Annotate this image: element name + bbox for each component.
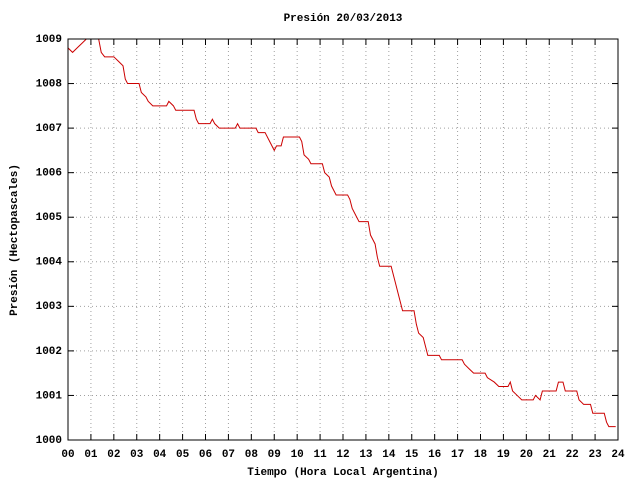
data-line — [68, 39, 616, 428]
x-tick-label: 20 — [520, 449, 533, 461]
x-tick-label: 07 — [222, 449, 235, 461]
y-tick-label: 1001 — [36, 390, 63, 402]
x-tick-label: 09 — [268, 449, 281, 461]
x-axis-label: Tiempo (Hora Local Argentina) — [247, 467, 438, 479]
x-tick-label: 03 — [130, 449, 144, 461]
y-tick-label: 1003 — [36, 301, 63, 313]
x-tick-label: 01 — [84, 449, 98, 461]
x-tick-label: 22 — [566, 449, 579, 461]
x-tick-label: 05 — [176, 449, 190, 461]
x-tick-label: 19 — [497, 449, 510, 461]
plot-border — [67, 38, 619, 441]
x-tick-label: 08 — [245, 449, 259, 461]
y-tick-label: 1000 — [36, 435, 62, 447]
y-tick-label: 1004 — [36, 257, 63, 269]
x-tick-label: 16 — [428, 449, 441, 461]
x-tick-label: 10 — [291, 449, 304, 461]
y-tick-label: 1002 — [36, 346, 62, 358]
x-tick-label: 04 — [153, 449, 167, 461]
x-tick-label: 00 — [61, 449, 74, 461]
x-tick-label: 14 — [382, 449, 396, 461]
y-tick-label: 1007 — [36, 123, 62, 135]
y-tick-label: 1009 — [36, 34, 62, 46]
x-tick-label: 12 — [336, 449, 349, 461]
y-tick-label: 1006 — [36, 168, 62, 180]
x-tick-label: 11 — [313, 449, 327, 461]
x-tick-label: 23 — [588, 449, 602, 461]
x-tick-label: 15 — [405, 449, 419, 461]
x-tick-label: 17 — [451, 449, 464, 461]
x-tick-label: 06 — [199, 449, 212, 461]
x-tick-label: 21 — [543, 449, 557, 461]
y-tick-label: 1008 — [36, 78, 63, 90]
x-tick-label: 24 — [611, 449, 625, 461]
chart-title: Presión 20/03/2013 — [284, 13, 403, 25]
x-tick-label: 18 — [474, 449, 488, 461]
y-tick-label: 1005 — [36, 212, 63, 224]
x-tick-label: 13 — [359, 449, 373, 461]
x-tick-label: 02 — [107, 449, 120, 461]
y-axis-label: Presión (Hectopascales) — [9, 164, 21, 316]
